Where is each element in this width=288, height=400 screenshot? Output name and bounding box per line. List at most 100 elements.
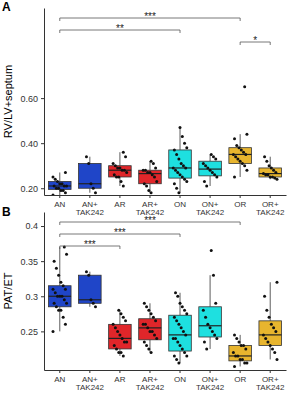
data-point — [265, 309, 268, 312]
whisker-upper — [180, 293, 181, 315]
box — [169, 150, 192, 178]
whisker-lower — [89, 188, 90, 193]
data-point — [213, 173, 216, 176]
x-tick-label: AR — [114, 375, 125, 384]
data-point — [273, 351, 276, 354]
data-point — [117, 351, 120, 354]
data-point — [185, 146, 188, 149]
data-point — [181, 135, 184, 138]
box-group — [49, 246, 72, 333]
whisker-lower — [210, 176, 211, 186]
data-point — [155, 337, 158, 340]
x-tick: OR — [234, 195, 246, 209]
panel-label: B — [2, 205, 11, 219]
data-point — [124, 319, 127, 322]
data-point — [116, 166, 119, 169]
data-point — [122, 316, 125, 319]
x-tick-label-line: OR+ — [262, 200, 279, 209]
x-tick-mark — [270, 370, 271, 373]
data-point — [64, 171, 67, 174]
data-point — [120, 312, 123, 315]
data-point — [209, 326, 212, 329]
data-point — [268, 316, 271, 319]
x-tick-mark — [119, 195, 120, 198]
whisker-upper — [210, 275, 211, 307]
x-tick-label: OR+TAK242 — [256, 375, 285, 393]
data-point — [176, 340, 179, 343]
data-point — [272, 169, 275, 172]
box-group — [199, 249, 222, 350]
data-point — [202, 162, 205, 165]
y-tick-label: 0.35 — [20, 257, 38, 267]
whisker-lower — [180, 178, 181, 193]
data-point — [52, 175, 55, 178]
data-point — [125, 171, 128, 174]
data-point — [53, 302, 56, 305]
x-tick-label: AN — [54, 200, 65, 209]
data-point — [241, 162, 244, 165]
data-point — [203, 180, 206, 183]
data-point — [154, 166, 157, 169]
x-tick-label: OR — [234, 375, 246, 384]
x-tick-label: AN — [54, 375, 65, 384]
y-axis: 0.250.30.350.4 — [20, 213, 44, 371]
x-tick-label-line: TAK242 — [196, 208, 225, 217]
data-point — [52, 288, 55, 291]
data-point — [275, 358, 278, 361]
panel: BPAT/ET0.250.30.350.4ANAN+TAK242ARAR+TAK… — [2, 205, 287, 392]
y-tick: 0.20 — [20, 184, 44, 194]
data-point — [205, 347, 208, 350]
box — [199, 161, 222, 176]
x-tick-label-line: AR+ — [142, 375, 158, 384]
x-tick-label-line: AN+ — [82, 200, 98, 209]
box — [199, 307, 222, 337]
y-axis: 0.200.400.60 — [20, 9, 44, 196]
whisker-lower — [210, 337, 211, 349]
panel: ARV/LV+septum0.200.400.60ANAN+TAK242ARAR… — [2, 0, 287, 217]
data-point — [114, 326, 117, 329]
significance-label: *** — [144, 215, 156, 226]
data-point — [114, 164, 117, 167]
data-point — [85, 270, 88, 273]
whisker-upper — [119, 310, 120, 324]
data-point — [239, 358, 242, 361]
x-axis-line — [45, 370, 287, 371]
y-tick-mark — [41, 261, 44, 262]
x-tick-mark — [149, 195, 150, 198]
data-point — [265, 160, 268, 163]
box-group — [169, 126, 192, 194]
data-point — [92, 187, 95, 190]
data-point — [115, 347, 118, 350]
median — [259, 334, 282, 335]
data-point — [173, 354, 176, 357]
y-tick-mark — [41, 143, 44, 144]
data-point — [150, 351, 153, 354]
box — [109, 166, 132, 177]
box — [169, 315, 192, 351]
box-group — [79, 155, 102, 194]
data-point — [59, 189, 62, 192]
data-point — [215, 337, 218, 340]
box — [139, 170, 162, 184]
x-tick-label: OR — [234, 200, 246, 209]
data-point — [87, 162, 90, 165]
x-tick-label-line: TAK242 — [136, 383, 165, 392]
data-point — [55, 267, 58, 270]
data-point — [233, 365, 236, 368]
data-point — [240, 148, 243, 151]
significance-label: ** — [116, 23, 124, 34]
data-point — [233, 137, 236, 140]
data-point — [212, 155, 215, 158]
data-point — [262, 333, 265, 336]
data-point — [184, 166, 187, 169]
data-point — [64, 323, 67, 326]
data-point — [180, 326, 183, 329]
panel-label: A — [2, 0, 11, 14]
y-tick-label: 0.40 — [20, 139, 38, 149]
median — [199, 325, 222, 326]
data-point — [89, 298, 92, 301]
box-group — [139, 302, 162, 354]
median — [49, 185, 72, 186]
data-point — [55, 305, 58, 308]
data-point — [175, 153, 178, 156]
